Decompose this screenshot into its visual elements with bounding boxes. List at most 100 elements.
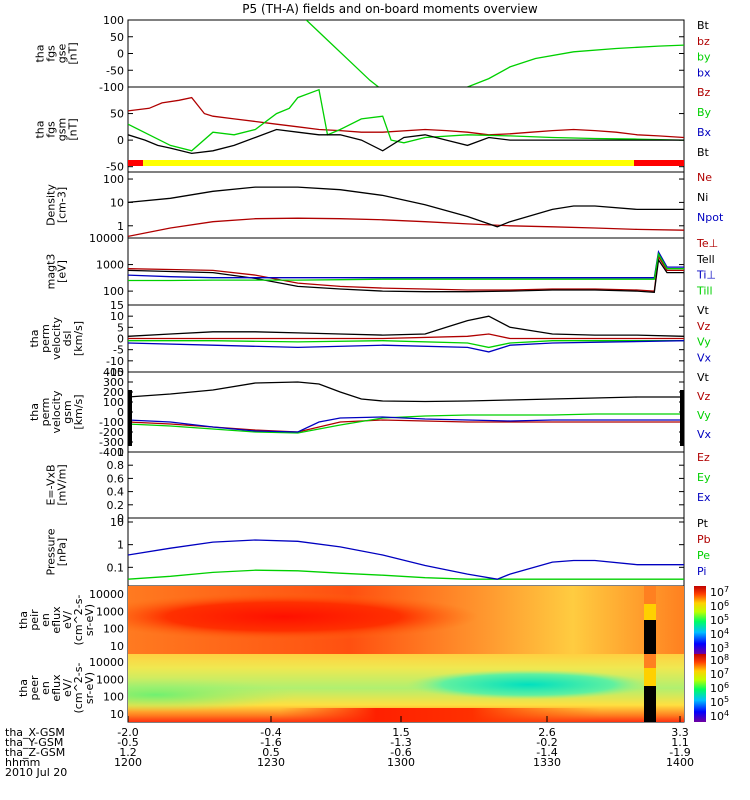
legend-entry: Tell <box>696 253 715 266</box>
y-axis-label: sr-eV) <box>83 604 96 636</box>
panel-frame <box>127 19 685 88</box>
y-axis-label: eflux <box>50 606 63 634</box>
legend-entry: Pt <box>697 517 709 530</box>
bottom-axis-value: -1.6 <box>260 736 281 749</box>
y-tick-label: 400 <box>103 366 124 379</box>
bottom-row-label: tha_Z-GSM <box>5 746 65 759</box>
y-axis-label: gse <box>56 44 69 64</box>
y-tick-label: 10000 <box>89 232 124 245</box>
colorbar-tick-label: 106 <box>710 681 729 695</box>
legend-entry: bx <box>697 66 711 79</box>
y-axis-label: [eV] <box>56 260 69 283</box>
colorbar-tick-label: 106 <box>710 599 729 613</box>
y-tick-label: 10 <box>110 310 124 323</box>
bottom-axis-value: 1330 <box>533 756 561 769</box>
series-line-extra-4 <box>465 44 684 87</box>
bottom-axis-value: 1.2 <box>119 746 137 759</box>
y-axis-label: perm <box>39 324 52 353</box>
mode-bar-red-start <box>128 160 143 166</box>
y-axis-label: gsm <box>61 400 74 423</box>
series-line-By <box>128 88 684 152</box>
y-axis-label: tha <box>28 403 41 421</box>
y-tick-label: 100 <box>103 173 124 186</box>
y-axis-label: magt3 <box>45 254 58 290</box>
panel-temperature: 10000 1000 100 magt3[eV] Te⊥ Tell Ti⊥ Till <box>45 232 718 306</box>
y-tick-label: 200 <box>103 386 124 399</box>
y-tick-label: 10 <box>110 708 124 721</box>
heatmap-peir-gap-top <box>644 586 656 604</box>
y-tick-label: 100 <box>103 285 124 298</box>
heatmap-peir-gap <box>644 620 656 654</box>
panel-frame <box>127 517 685 587</box>
legend-entry: Npot <box>697 211 724 224</box>
y-axis-label: E=-VxB <box>45 464 58 505</box>
heatmap-peir <box>128 586 706 654</box>
colorbar-peer <box>694 654 706 722</box>
colorbar-peir <box>694 586 706 654</box>
heatmap-peer-gap-top <box>644 654 656 668</box>
y-axis-label: eV/ <box>61 611 74 629</box>
y-axis-label: tha <box>17 611 30 629</box>
panel-pressure: 10 1 0.1 Pressure[nPa] Pt Pb Pe Pi <box>45 516 711 587</box>
series-line-Till <box>128 252 684 282</box>
y-tick-label: -15 <box>106 366 124 379</box>
legend-entry: Till <box>696 284 713 297</box>
y-tick-label: 0.2 <box>107 499 125 512</box>
velocity-edge-bars <box>128 390 684 446</box>
bottom-axis-value: 1230 <box>257 756 285 769</box>
y-axis-label: fgs <box>45 121 58 138</box>
y-tick-label: 15 <box>110 299 124 312</box>
y-tick-label: 300 <box>103 376 124 389</box>
series-line-Pe <box>128 569 684 580</box>
y-tick-label: -100 <box>99 81 124 94</box>
series-line-Ne <box>128 217 684 238</box>
legend-entry: Pb <box>697 533 711 546</box>
y-tick-label: 0 <box>117 48 124 61</box>
panel-frame <box>127 86 685 173</box>
y-axis-label: tha <box>34 44 47 62</box>
heatmap-peer-gap-mid <box>644 668 656 686</box>
panel-frame <box>127 371 685 453</box>
bottom-axis-value: 1.1 <box>671 736 689 749</box>
y-tick-label: 0 <box>117 333 124 346</box>
y-tick-label: 1000 <box>96 259 124 272</box>
y-tick-label: 100 <box>103 14 124 27</box>
legend-entry: Bz <box>697 86 711 99</box>
series-line-Vt <box>128 315 684 337</box>
edge-bar-right <box>680 390 684 446</box>
legend-entry: Te⊥ <box>696 237 718 250</box>
legend-entry: Vx <box>697 351 712 364</box>
y-axis-label: velocity <box>50 317 63 360</box>
y-tick-label: 10 <box>110 196 124 209</box>
legend-entry: by <box>697 51 711 64</box>
y-axis-label: gsm <box>56 118 69 141</box>
panel-frame <box>127 451 685 519</box>
series-line-Te⊥ <box>128 254 684 292</box>
y-axis-label: (cm^2-s- <box>72 595 85 646</box>
legend-entry: Ni <box>697 191 708 204</box>
legend-entry: Vz <box>697 390 711 403</box>
y-tick-label: 0.4 <box>107 486 125 499</box>
y-axis-label: eV/ <box>61 679 74 697</box>
y-tick-label: 100 <box>103 691 124 704</box>
bottom-axis-value: 3.3 <box>671 726 689 739</box>
y-axis-label: [nT] <box>67 118 80 140</box>
series-line-Vt <box>128 381 684 403</box>
series-line-Pi <box>128 539 684 580</box>
y-axis-label: peir <box>28 609 41 631</box>
y-tick-label: -5 <box>113 344 124 357</box>
y-axis-label: velocity <box>50 390 63 433</box>
y-axis-label: fgs <box>45 45 58 62</box>
series-line-Vx <box>128 416 684 433</box>
series-line-Ti⊥ <box>128 249 684 279</box>
series-line-Vy <box>128 413 684 434</box>
bottom-row-label: hhmm <box>5 756 40 769</box>
y-tick-label: 1 <box>117 539 124 552</box>
series-line-Tell <box>128 258 684 293</box>
panel-efield: 10.80.60.40.20 E=-VxB[mV/m] Ez Ey Ex <box>45 446 711 525</box>
y-tick-label: 10 <box>110 640 124 653</box>
heatmap-peer <box>128 654 706 722</box>
